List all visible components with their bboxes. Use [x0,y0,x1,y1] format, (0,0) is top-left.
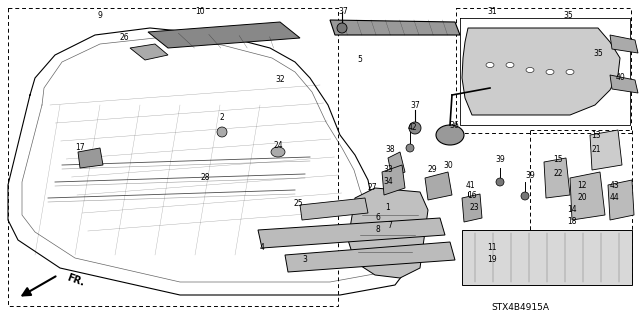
Polygon shape [462,28,620,115]
Text: 38: 38 [385,145,395,154]
Text: 9: 9 [97,11,102,19]
Text: 22: 22 [553,168,563,177]
Text: 6: 6 [376,213,380,222]
Circle shape [337,23,347,33]
Polygon shape [590,130,622,170]
Polygon shape [570,172,605,220]
Circle shape [521,192,529,200]
Bar [8,8,338,306]
Ellipse shape [506,63,514,68]
Ellipse shape [526,68,534,72]
Polygon shape [382,165,405,195]
Text: 15: 15 [553,155,563,165]
Text: 2: 2 [220,114,225,122]
Text: 20: 20 [577,194,587,203]
Text: 42: 42 [407,123,417,132]
Text: 21: 21 [591,145,601,154]
Text: 23: 23 [469,204,479,212]
Text: 36: 36 [449,122,459,130]
Ellipse shape [546,70,554,75]
Polygon shape [78,148,103,168]
Text: 25: 25 [293,198,303,207]
Circle shape [464,201,472,209]
Text: 40: 40 [615,73,625,83]
Polygon shape [425,172,452,200]
Text: 37: 37 [338,8,348,17]
Text: 44: 44 [609,194,619,203]
Text: FR.: FR. [65,272,85,288]
Text: 12: 12 [577,182,587,190]
Polygon shape [130,44,168,60]
Text: 3: 3 [303,256,307,264]
Ellipse shape [566,70,574,75]
Text: 39: 39 [525,170,535,180]
Polygon shape [462,194,482,222]
Text: 17: 17 [75,143,85,152]
Ellipse shape [486,63,494,68]
Text: 35: 35 [563,11,573,20]
Polygon shape [300,198,368,220]
Polygon shape [330,20,460,35]
Text: 5: 5 [358,56,362,64]
Text: 28: 28 [200,174,210,182]
Text: 13: 13 [591,131,601,140]
Polygon shape [258,218,445,248]
Text: 32: 32 [275,76,285,85]
Text: 26: 26 [119,33,129,42]
Polygon shape [148,22,300,48]
Text: STX4B4915A: STX4B4915A [491,303,549,313]
Polygon shape [608,180,634,220]
Text: 8: 8 [376,226,380,234]
Text: 7: 7 [388,221,392,231]
Circle shape [496,178,504,186]
Text: 11: 11 [487,243,497,253]
Text: 39: 39 [495,155,505,165]
Text: 27: 27 [367,183,377,192]
Polygon shape [544,158,570,198]
Ellipse shape [271,147,285,157]
Polygon shape [610,35,638,53]
Text: 1: 1 [386,204,390,212]
Circle shape [217,127,227,137]
Text: 18: 18 [567,218,577,226]
Text: 4: 4 [260,243,264,253]
Ellipse shape [436,125,464,145]
Text: 30: 30 [443,160,453,169]
Text: 35: 35 [593,48,603,57]
Polygon shape [348,188,428,278]
Text: 41: 41 [465,182,475,190]
Text: 37: 37 [410,101,420,110]
Text: 43: 43 [609,182,619,190]
Polygon shape [285,242,455,272]
Bar [530,130,632,282]
Text: 33: 33 [383,166,393,174]
Text: 31: 31 [487,8,497,17]
Text: 16: 16 [467,191,477,201]
Bar [456,8,631,133]
Text: 34: 34 [383,177,393,187]
Text: 24: 24 [273,142,283,151]
Polygon shape [462,230,632,285]
Text: 14: 14 [567,205,577,214]
Text: 29: 29 [427,166,437,174]
Text: 19: 19 [487,256,497,264]
Polygon shape [610,75,638,93]
Text: 10: 10 [195,8,205,17]
Circle shape [406,144,414,152]
Circle shape [409,122,421,134]
Polygon shape [388,152,405,178]
